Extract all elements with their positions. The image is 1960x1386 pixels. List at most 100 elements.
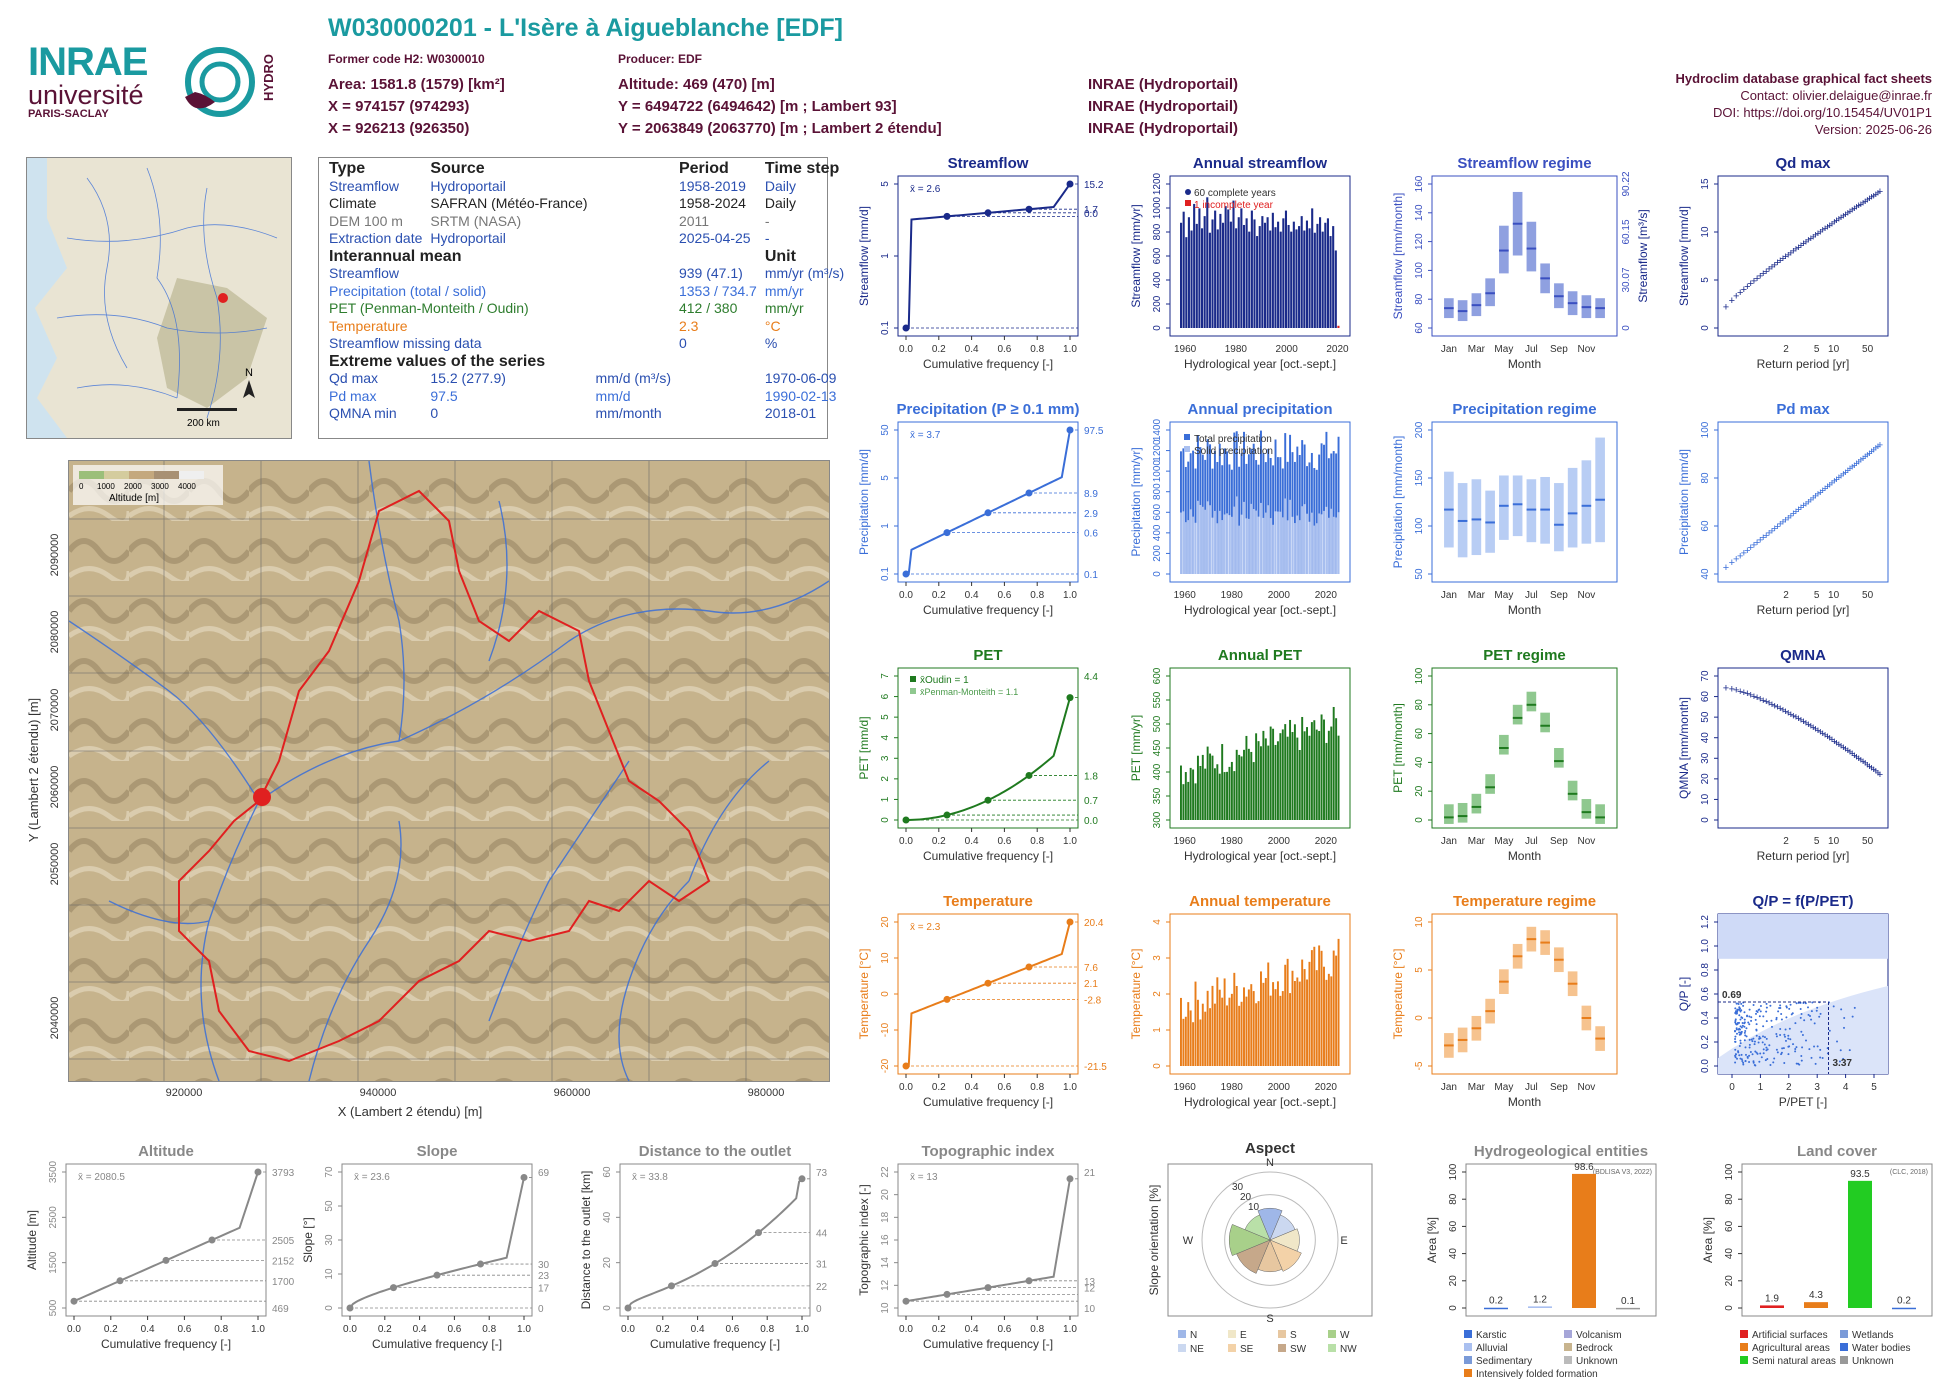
y-tick-label: 800 (1152, 483, 1163, 500)
return-point: + (1772, 259, 1778, 271)
bar (1240, 756, 1243, 820)
chart-ylabel: Area [%] (1701, 1217, 1715, 1263)
y-tick-label: 5 (880, 475, 891, 481)
y-tick-label: 10 (880, 952, 891, 964)
y-tick-label: 0 (1152, 571, 1163, 577)
right-label: 10 (1084, 1304, 1096, 1315)
bar (1318, 730, 1321, 820)
x-tick-label: 1960 (1174, 590, 1197, 601)
return-point: + (1838, 740, 1844, 752)
plot-frame (897, 913, 1079, 1075)
right-label: 23 (538, 1271, 550, 1282)
qp-point (1762, 1025, 1765, 1028)
svg-text:3000: 3000 (151, 482, 169, 491)
chart-title: Annual temperature (1189, 893, 1331, 910)
bar (1296, 737, 1299, 820)
x-tick-label: Mar (1468, 836, 1486, 847)
chart-title: Q/P = f(P/PET) (1753, 893, 1854, 910)
y-tick-label: -5 (1414, 1061, 1425, 1070)
legend-swatch (1178, 1330, 1186, 1338)
qp-point (1741, 1021, 1744, 1024)
qp-point (1775, 1018, 1778, 1021)
solid-bar (1296, 515, 1299, 574)
x-tick-label: May (1494, 1082, 1513, 1093)
solid-bar (1211, 517, 1214, 574)
y-tick-label: 160 (1414, 175, 1425, 192)
bar-label: 0.2 (1489, 1296, 1503, 1307)
qp-point (1775, 1035, 1778, 1038)
y-tick-label: 0 (1448, 1305, 1459, 1311)
qp-point (1740, 1009, 1743, 1012)
legend-label: Solid precipitation (1194, 446, 1273, 457)
y-tick-label: 1.2 (1700, 915, 1711, 929)
right-label: 21 (1084, 1168, 1096, 1179)
y-tick-label: 1200 (1152, 439, 1163, 462)
legend-swatch (1464, 1330, 1472, 1338)
x-tick-label: 2 (1786, 1082, 1792, 1093)
qp-point (1736, 1023, 1739, 1026)
return-point: + (1812, 491, 1818, 503)
qp-point (1842, 1057, 1845, 1060)
bar-label: 0.2 (1897, 1296, 1911, 1307)
qp-point (1743, 1018, 1746, 1021)
y-tick-label: 1500 (48, 1251, 59, 1274)
x-tick-label: 0.2 (656, 1324, 670, 1335)
solid-bar (1223, 514, 1226, 574)
bar (1572, 1173, 1596, 1308)
legend-label: Bedrock (1576, 1343, 1614, 1354)
bar (1216, 461, 1219, 574)
qp-point (1762, 1052, 1765, 1055)
right-label: 22 (816, 1282, 828, 1293)
y-tick-label: 140 (1414, 204, 1425, 221)
qp-point (1805, 1039, 1808, 1042)
bar (1250, 984, 1253, 1066)
solid-bar (1335, 517, 1338, 574)
qp-point (1788, 1027, 1791, 1030)
bar (1308, 462, 1311, 574)
solid-bar (1274, 511, 1277, 574)
qp-point (1819, 1012, 1822, 1015)
bar (1221, 222, 1225, 328)
bar (1315, 469, 1318, 574)
chart-ylabel: Q/P [-] (1677, 977, 1691, 1011)
bar (1287, 224, 1290, 328)
solid-bar (1308, 521, 1311, 574)
chart-qmna: QMNA Return period [yr] QMNA [mm/month] 0 10… (1677, 647, 1889, 863)
bar (1320, 443, 1323, 574)
bar (1229, 221, 1232, 328)
bar (1240, 453, 1243, 574)
x-tick-label: 1960 (1174, 836, 1197, 847)
bar (1263, 222, 1267, 328)
solid-bar (1262, 517, 1265, 574)
return-point: + (1769, 261, 1775, 273)
x-tick-label: 0.8 (1030, 1082, 1044, 1093)
y-tick-label: 30 (1700, 752, 1711, 764)
x-tick-label: 1980 (1221, 836, 1244, 847)
qp-point (1734, 1040, 1737, 1043)
bar (1230, 993, 1233, 1066)
regime-box (1512, 475, 1523, 537)
solid-bar (1303, 504, 1306, 574)
svg-text:1000: 1000 (97, 482, 115, 491)
bar (1253, 219, 1256, 328)
catchment-boundary (178, 489, 711, 1063)
return-point: + (1737, 686, 1743, 698)
legend-label: Semi natural areas (1752, 1356, 1836, 1367)
bar-label: 93.5 (1850, 1169, 1870, 1180)
qp-point (1794, 1022, 1797, 1025)
x-tick-label: 1980 (1225, 344, 1248, 355)
bar (1311, 208, 1314, 328)
bar (1308, 961, 1311, 1066)
bar (1303, 230, 1306, 328)
qp-point (1807, 1013, 1810, 1016)
solid-bar (1218, 510, 1221, 574)
qp-point (1735, 1027, 1738, 1030)
legend-swatch (1740, 1356, 1748, 1364)
solid-bar (1315, 523, 1318, 574)
qp-point (1740, 1026, 1743, 1029)
bar (1192, 769, 1195, 820)
x-tick-label: 2000 (1268, 1082, 1291, 1093)
bar (1335, 718, 1338, 820)
x-tick-label: 0.8 (760, 1324, 774, 1335)
right-tick-label: 30.07 (1621, 267, 1632, 292)
